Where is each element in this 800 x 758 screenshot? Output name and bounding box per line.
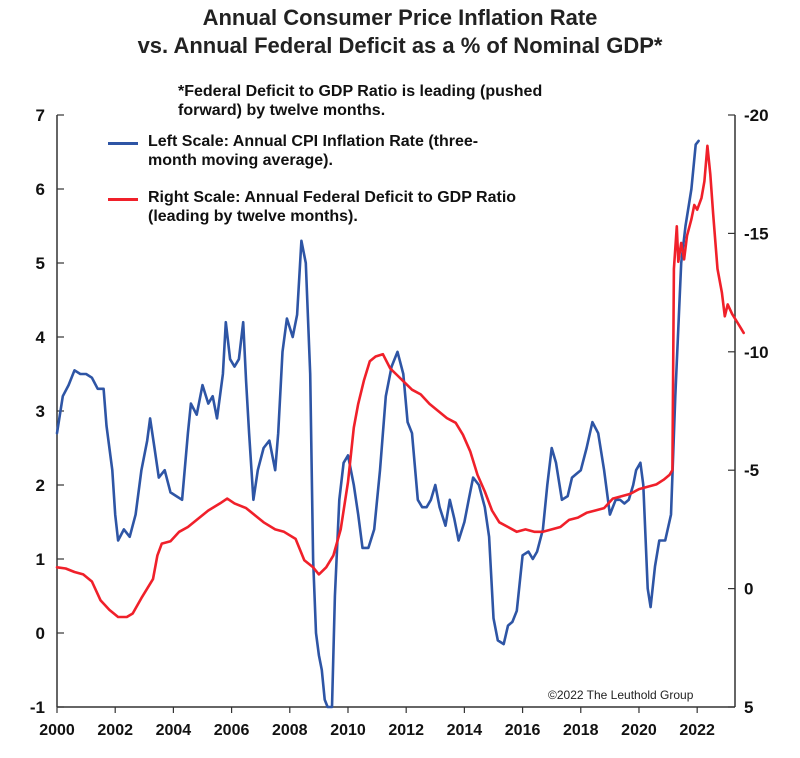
left-axis-tick-label: 7: [36, 106, 45, 125]
legend-deficit-line-1: Right Scale: Annual Federal Deficit to G…: [148, 189, 517, 206]
left-axis-tick-label: 2: [36, 476, 45, 495]
right-axis-tick-label: -5: [744, 461, 759, 480]
x-axis-tick-label: 2016: [505, 722, 541, 739]
legend-swatch-cpi: [108, 142, 138, 145]
copyright-text: ©2022 The Leuthold Group: [548, 688, 694, 702]
chart-title: Annual Consumer Price Inflation Rate vs.…: [0, 4, 800, 60]
x-axis-tick-label: 2006: [214, 722, 250, 739]
left-axis-tick-label: 3: [36, 402, 45, 421]
legend-entry-cpi: Left Scale: Annual CPI Inflation Rate (t…: [148, 132, 478, 170]
left-axis-tick-label: -1: [30, 698, 45, 717]
chart-title-line-2: vs. Annual Federal Deficit as a % of Nom…: [137, 33, 663, 58]
chart-title-line-1: Annual Consumer Price Inflation Rate: [202, 5, 598, 30]
left-axis-tick-label: 4: [36, 328, 46, 347]
right-axis-tick-label: -20: [744, 106, 769, 125]
legend-swatch-deficit: [108, 198, 138, 201]
right-axis-tick-label: 5: [744, 698, 753, 717]
x-axis-tick-label: 2000: [39, 722, 75, 739]
x-axis-tick-label: 2012: [388, 722, 424, 739]
legend-cpi-line-2: month moving average).: [148, 152, 333, 169]
legend-entry-deficit: Right Scale: Annual Federal Deficit to G…: [148, 188, 516, 226]
x-axis-tick-label: 2008: [272, 722, 308, 739]
legend-cpi-line-1: Left Scale: Annual CPI Inflation Rate (t…: [148, 133, 479, 150]
left-axis-tick-label: 5: [36, 254, 45, 273]
x-axis-tick-label: 2020: [621, 722, 657, 739]
x-axis-tick-label: 2018: [563, 722, 599, 739]
x-axis-tick-label: 2004: [156, 722, 192, 739]
right-axis-tick-label: 0: [744, 580, 753, 599]
chart-note-line-2: forward) by twelve months.: [178, 102, 386, 119]
x-axis-tick-label: 2010: [330, 722, 366, 739]
left-axis-tick-label: 0: [36, 624, 45, 643]
x-axis-tick-label: 2014: [447, 722, 483, 739]
x-axis-tick-label: 2022: [679, 722, 715, 739]
chart-note-line-1: *Federal Deficit to GDP Ratio is leading…: [178, 83, 543, 100]
x-axis-tick-label: 2002: [97, 722, 133, 739]
left-axis-tick-label: 6: [36, 180, 45, 199]
right-axis-tick-label: -10: [744, 343, 769, 362]
chart-note: *Federal Deficit to GDP Ratio is leading…: [178, 82, 658, 120]
left-axis-tick-label: 1: [36, 550, 45, 569]
legend-deficit-line-2: (leading by twelve months).: [148, 208, 358, 225]
right-axis-tick-label: -15: [744, 224, 769, 243]
